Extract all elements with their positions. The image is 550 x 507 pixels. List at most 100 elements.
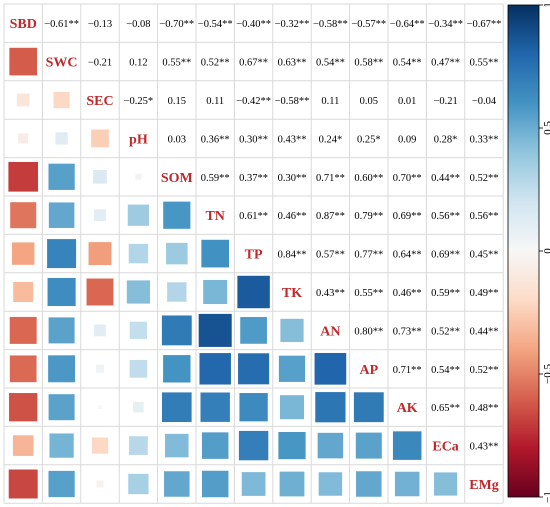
variable-label-ap: AP bbox=[359, 363, 378, 378]
variable-label-sec: SEC bbox=[86, 94, 113, 109]
coefficient-label: 0.54** bbox=[316, 58, 345, 69]
heatmap-grid bbox=[3, 3, 504, 504]
correlation-square bbox=[318, 472, 343, 496]
coefficient-label: 0.77** bbox=[354, 250, 383, 261]
coefficient-label: 0.54** bbox=[431, 365, 460, 376]
coefficient-label: −0.70** bbox=[159, 19, 194, 30]
correlation-square bbox=[48, 317, 75, 344]
coefficient-label: 0.71** bbox=[316, 173, 345, 184]
correlation-square bbox=[48, 470, 75, 498]
correlation-square bbox=[314, 352, 347, 385]
coefficient-label: 0.64** bbox=[393, 250, 422, 261]
coefficient-label: 0.45** bbox=[470, 250, 499, 261]
variable-label-som: SOM bbox=[161, 171, 193, 186]
coefficient-label: 0.55** bbox=[162, 58, 191, 69]
coefficient-label: 0.44** bbox=[431, 173, 460, 184]
correlation-square bbox=[237, 275, 270, 309]
coefficient-label: 0.60** bbox=[354, 173, 383, 184]
correlation-square bbox=[279, 471, 305, 497]
correlation-square bbox=[88, 242, 112, 266]
coefficient-label: −0.25* bbox=[124, 96, 154, 107]
correlation-square bbox=[280, 318, 304, 343]
correlation-square bbox=[167, 282, 187, 302]
correlation-square bbox=[94, 324, 106, 337]
coefficient-label: −0.32** bbox=[275, 19, 310, 30]
coefficient-label: 0.11 bbox=[321, 96, 339, 107]
coefficient-label: −0.58** bbox=[313, 19, 348, 30]
correlation-square bbox=[238, 353, 270, 385]
correlation-square bbox=[47, 277, 76, 307]
coefficient-label: 0.36** bbox=[201, 134, 230, 145]
coefficient-label: 0.47** bbox=[431, 58, 460, 69]
coefficient-label: 0.30** bbox=[278, 173, 307, 184]
coefficient-label: 0.87** bbox=[316, 211, 345, 222]
correlation-square bbox=[201, 239, 230, 268]
coefficient-label: 0.59** bbox=[431, 288, 460, 299]
heatmap-text: SBD −0.61** −0.13 −0.08 −0.70** −0.54** −0.40*… bbox=[10, 17, 502, 493]
coefficient-label: 0.65** bbox=[431, 403, 460, 414]
colorbar-tick-label: −1 bbox=[542, 491, 550, 503]
coefficient-label: 0.11 bbox=[206, 96, 224, 107]
correlation-square bbox=[128, 243, 149, 264]
variable-label-ak: AK bbox=[397, 401, 418, 416]
coefficient-label: −0.40** bbox=[236, 19, 271, 30]
coefficient-label: 0.55** bbox=[470, 58, 499, 69]
coefficient-label: 0.28* bbox=[434, 134, 458, 145]
coefficient-label: 0.37** bbox=[239, 173, 268, 184]
correlation-square bbox=[241, 472, 266, 496]
coefficient-label: 0.54** bbox=[393, 58, 422, 69]
coefficient-label: 0.58** bbox=[354, 58, 383, 69]
correlation-square bbox=[163, 355, 191, 383]
variable-label-eca: ECa bbox=[432, 440, 458, 455]
correlation-square bbox=[200, 392, 230, 422]
coefficient-label: 0.30** bbox=[239, 134, 268, 145]
correlation-square bbox=[161, 392, 192, 423]
coefficient-label: 0.67** bbox=[239, 58, 268, 69]
correlation-square bbox=[12, 435, 34, 456]
coefficient-label: 0.69** bbox=[431, 250, 460, 261]
coefficient-label: 0.12 bbox=[129, 58, 147, 69]
correlation-square bbox=[48, 355, 76, 383]
coefficient-label: 0.52** bbox=[431, 326, 460, 337]
coefficient-label: 0.70** bbox=[393, 173, 422, 184]
correlation-square bbox=[8, 469, 38, 499]
coefficient-label: 0.09 bbox=[398, 134, 416, 145]
correlation-square bbox=[86, 278, 114, 306]
correlation-square bbox=[129, 436, 148, 455]
coefficient-label: −0.61** bbox=[44, 19, 79, 30]
correlation-square bbox=[353, 392, 384, 423]
coefficient-label: 0.84** bbox=[278, 250, 307, 261]
correlation-square bbox=[55, 132, 68, 145]
coefficient-label: 0.15 bbox=[168, 96, 186, 107]
correlation-square bbox=[133, 401, 144, 413]
correlation-square bbox=[9, 47, 38, 76]
coefficient-label: 0.69** bbox=[393, 211, 422, 222]
correlation-square bbox=[129, 359, 148, 378]
variable-label-tk: TK bbox=[282, 286, 302, 301]
correlation-square bbox=[53, 91, 70, 109]
coefficient-label: 0.05 bbox=[360, 96, 378, 107]
correlation-square bbox=[317, 432, 344, 459]
coefficient-label: −0.13 bbox=[88, 19, 112, 30]
coefficient-label: 0.01 bbox=[398, 96, 416, 107]
correlation-square bbox=[203, 279, 228, 305]
correlation-square bbox=[13, 281, 34, 303]
variable-label-swc: SWC bbox=[46, 56, 78, 71]
correlation-square bbox=[278, 432, 306, 460]
coefficient-label: 0.03 bbox=[168, 134, 186, 145]
colorbar-tick-label: 0 bbox=[542, 248, 550, 254]
correlation-square bbox=[127, 204, 150, 226]
coefficient-label: 0.33** bbox=[470, 134, 499, 145]
variable-label-sbd: SBD bbox=[10, 17, 37, 32]
correlation-square bbox=[201, 470, 229, 498]
correlation-square bbox=[433, 472, 458, 496]
coefficient-label: 0.56** bbox=[470, 211, 499, 222]
coefficient-label: −0.42** bbox=[236, 96, 271, 107]
correlation-square bbox=[278, 355, 306, 382]
correlation-square bbox=[198, 313, 232, 347]
coefficient-label: 0.59** bbox=[201, 173, 230, 184]
variable-label-tp: TP bbox=[245, 248, 263, 263]
coefficient-label: 0.25* bbox=[357, 134, 381, 145]
correlation-square bbox=[48, 163, 75, 190]
